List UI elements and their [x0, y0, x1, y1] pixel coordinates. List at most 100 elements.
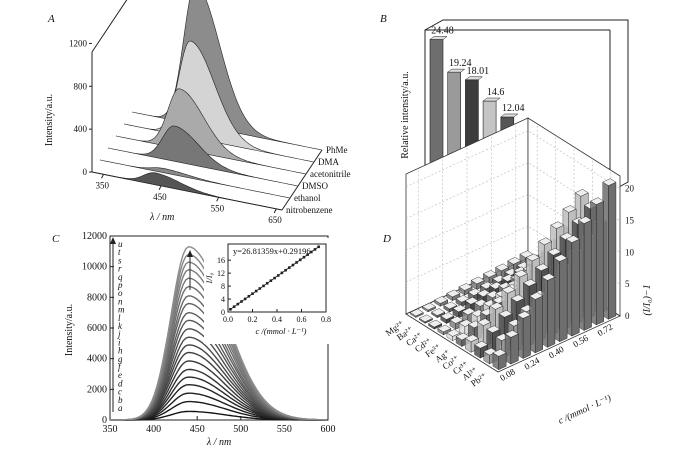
panel-a-x-tick [158, 185, 162, 191]
panel-a-x-tick-label: 650 [268, 215, 282, 225]
panel-c-inset-point [236, 302, 240, 306]
panel-label-c: C [52, 233, 60, 245]
panel-a-series-label: PhMe [326, 145, 348, 155]
panel-d-bar-top [574, 189, 589, 197]
panel-c-curve-letter: g [118, 354, 123, 364]
panel-c-curve-letter: p [117, 280, 123, 290]
panel-d-bar-top [577, 216, 592, 224]
panel-d-bar-top [470, 276, 485, 285]
panel-c-curve-letter: a [118, 403, 123, 413]
panel-d-bar-top [446, 329, 461, 337]
panel-d-bar-top [535, 263, 550, 272]
panel-d-bar-face [583, 219, 592, 331]
panel-c-inset-point [313, 248, 317, 251]
panel-c-curve-letter: o [118, 288, 123, 298]
panel-c-inset-point [254, 289, 258, 293]
panel-a-series-1 [99, 159, 291, 199]
panel-a-x-tick-label: 450 [153, 192, 167, 202]
panel-d-bar-face [510, 333, 519, 365]
panel-c-inset-point [295, 261, 298, 264]
panel-d-bar-top [489, 302, 504, 310]
panel-c-curve-letter: f [118, 362, 122, 372]
panel-d-bar-top [434, 296, 449, 304]
panel-d-bar-top [421, 302, 436, 311]
panel-c-y-tick-label: 2000 [87, 384, 107, 395]
panel-c-spectrum-curve [110, 351, 328, 421]
panel-d-bar-top [498, 309, 513, 318]
panel-d-bar-top [553, 254, 568, 262]
panel-c-curve-letter: t [118, 247, 121, 257]
panel-c-inset-x-tick-label: 0.6 [297, 315, 307, 324]
panel-a-series-3 [115, 88, 307, 175]
panel-a-series-label: ethanol [294, 193, 321, 203]
panel-d-bar-top [440, 312, 455, 320]
panel-b-bar-top [464, 76, 484, 81]
panel-c-curve-letter: e [118, 370, 122, 380]
panel-a-solvent-spectra: 0 400 800 1200 Intensity/a.u. 350 450 550 650 λ /… [44, 0, 350, 225]
panel-d-conc-label: c /(mmol · L⁻¹) [557, 393, 613, 427]
panel-c-inset-point [310, 250, 313, 254]
panel-c-curve-letter: c [118, 387, 122, 397]
panel-d-z-gridline [405, 194, 621, 253]
panel-c-curve-letter: i [118, 337, 121, 347]
panel-c-inset-point [265, 281, 269, 285]
panel-d-bar-face [571, 238, 580, 337]
panel-d-z-gridline [405, 130, 621, 189]
panel-d-bar-top [507, 257, 522, 265]
panel-d-bar-top [437, 324, 452, 333]
panel-c-x-tick-label: 500 [233, 424, 248, 435]
panel-c-inset-point [240, 300, 243, 303]
panel-d-bar-top [449, 316, 464, 324]
panel-a-top-edge [91, 0, 128, 53]
panel-c-curve-letter: u [118, 239, 123, 249]
panel-c-y-label: Intensity/a.u. [64, 304, 75, 356]
panel-c-inset-point [262, 284, 265, 288]
panel-d-bar-face [608, 181, 617, 320]
panel-c-x-tick-label: 600 [321, 424, 336, 435]
panel-c-x-label: λ / nm [206, 437, 231, 448]
panel-a-series-label: DMA [318, 157, 340, 167]
panel-d-bar-top [547, 248, 562, 256]
panel-c-inset-equation: y=26.81359x+0.29196 [233, 246, 311, 256]
panel-b-bar-top [446, 68, 466, 73]
panel-d-bar-face [596, 200, 604, 326]
panel-a-y-label: Intensity/a.u. [44, 94, 55, 146]
panel-b-bar-top [429, 36, 448, 40]
panel-c-inset-y-tick-label: 12 [217, 269, 225, 278]
panel-c-inset-x-tick-label: 0.4 [272, 315, 282, 324]
panel-d-z-label: (I/I₀)−1 [642, 284, 653, 315]
panel-c-inset-point [247, 294, 251, 298]
panel-d-bar-top [464, 334, 479, 342]
panel-d-bar-top [510, 294, 525, 302]
panel-c-curve-letter: q [118, 272, 123, 282]
panel-d-bar-top [538, 237, 553, 246]
panel-c-spectrum-curve [110, 344, 328, 421]
panel-d-z-gridline [405, 162, 621, 221]
panel-a-series-0 [91, 171, 283, 211]
panel-d-bar-top [602, 178, 617, 186]
panel-d-bar-face [559, 257, 568, 343]
panel-d-bar-top [492, 349, 507, 357]
panel-c-inset-point [243, 297, 247, 301]
panel-d-bar-top [443, 301, 458, 310]
panel-b-bar-top [482, 97, 501, 102]
panel-b-value-label: 12.04 [502, 103, 525, 114]
panel-d-bar-top [504, 330, 519, 338]
panel-c-x-tick-label: 350 [103, 424, 118, 435]
panel-label-a: A [47, 13, 55, 25]
panel-c-inset-point [258, 287, 262, 290]
panel-c-inset-x-tick-label: 0.8 [321, 315, 331, 324]
panel-d-bar-top [550, 221, 565, 229]
panel-c-inset-point [298, 258, 302, 262]
panel-a-x-tick [101, 174, 104, 179]
panel-d-z-tick-label: 15 [625, 216, 635, 226]
panel-d-z-tick-label: 20 [625, 184, 635, 194]
panel-c-inset-x-tick-label: 0.0 [223, 315, 233, 324]
panel-d-bar-top [452, 304, 467, 313]
panel-d-bar-top [458, 283, 473, 291]
panel-c-x-tick-label: 550 [277, 424, 292, 435]
panel-a-x-tick-label: 350 [96, 180, 110, 190]
panel-c-y-tick-label: 6000 [87, 323, 107, 334]
panel-b-value-label: 14.6 [487, 87, 505, 98]
